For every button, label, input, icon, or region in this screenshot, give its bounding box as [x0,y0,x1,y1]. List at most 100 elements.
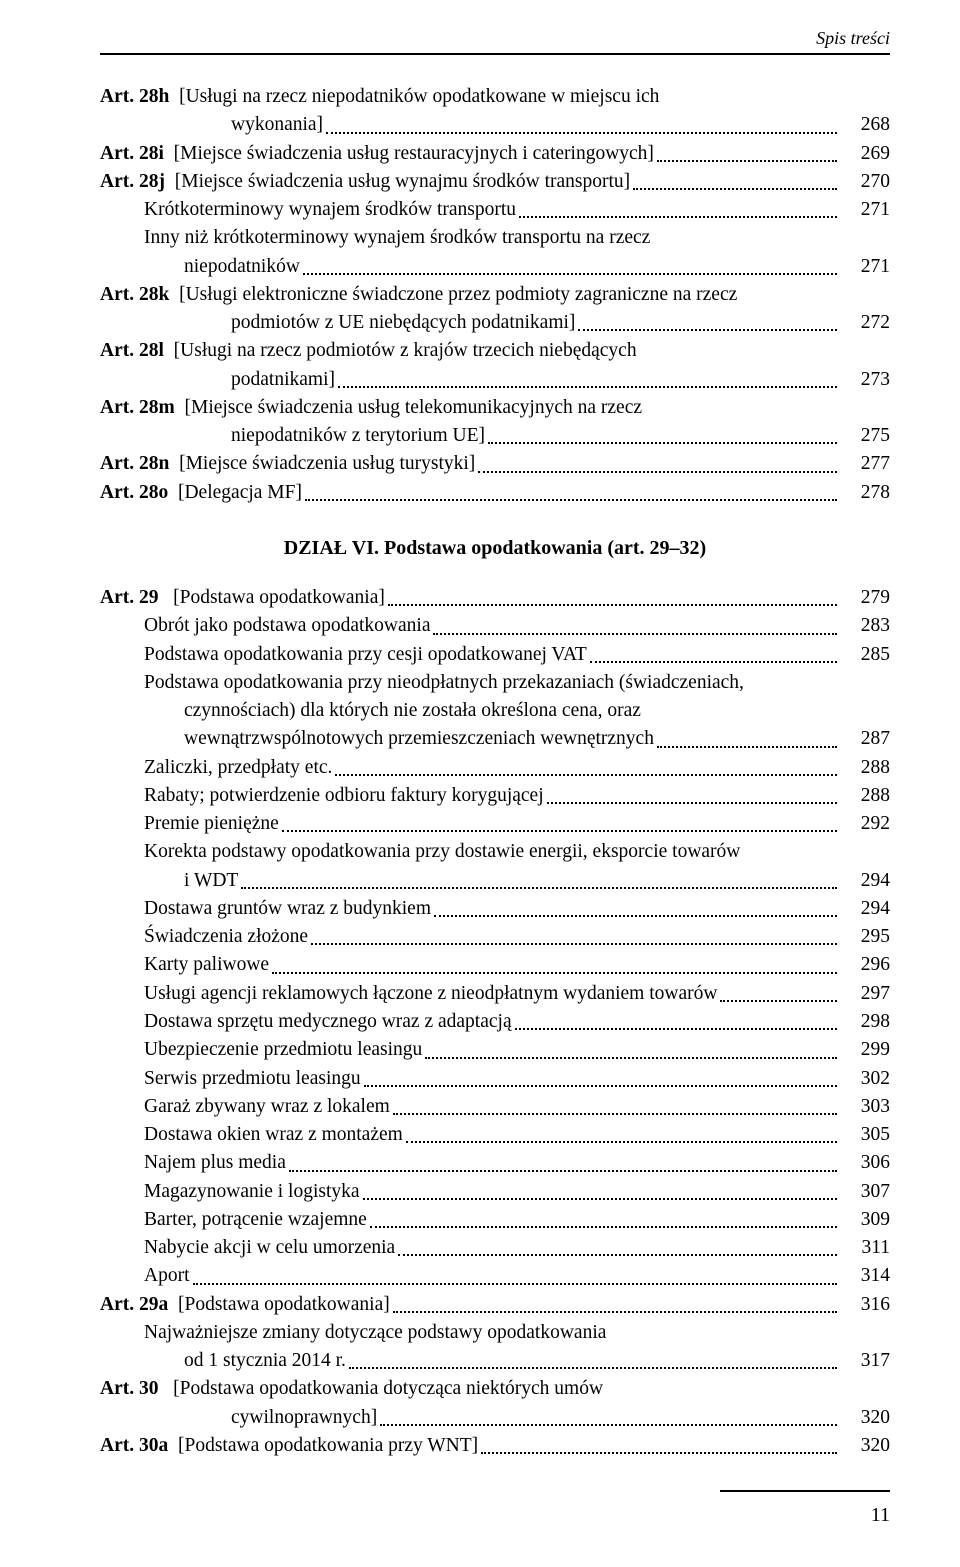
toc-subentry: Garaż zbywany wraz z lokalem 303 [100,1093,890,1121]
leader-dots [241,886,837,889]
article-label: Art. 28h [100,83,179,111]
entry-text: czynnościach) dla których nie została ok… [184,697,641,725]
page-ref: 317 [840,1347,890,1375]
entry-text: podatnikami] [231,366,335,394]
toc-subentry: Krótkoterminowy wynajem środków transpor… [100,196,890,224]
page-number: 11 [100,1504,890,1527]
entry-text: Magazynowanie i logistyka [144,1178,360,1206]
toc-subentry: Aport 314 [100,1262,890,1290]
leader-dots [481,1451,837,1454]
toc-subentry: Najważniejsze zmiany dotyczące podstawy … [100,1319,890,1347]
article-label: Art. 28l [100,337,174,365]
page-ref: 302 [840,1065,890,1093]
page-ref: 309 [840,1206,890,1234]
entry-text: [Usługi elektroniczne świadczone przez p… [179,281,737,309]
entry-text: [Usługi na rzecz podmiotów z krajów trze… [174,337,637,365]
page-ref: 314 [840,1262,890,1290]
running-header: Spis treści [100,28,890,49]
entry-text: wykonania] [231,111,323,139]
article-label: Art. 28m [100,394,184,422]
leader-dots [193,1282,838,1285]
leader-dots [633,187,837,190]
toc-subentry: Barter, potrącenie wzajemne 309 [100,1206,890,1234]
page-ref: 320 [840,1432,890,1460]
toc-subentry: Świadczenia złożone 295 [100,923,890,951]
page-ref: 295 [840,923,890,951]
entry-text: [Podstawa opodatkowania dotycząca niektó… [173,1375,603,1403]
entry-text: [Miejsce świadczenia usług telekomunikac… [184,394,642,422]
page-ref: 277 [840,450,890,478]
entry-text: niepodatników z terytorium UE] [231,422,485,450]
entry-text: [Podstawa opodatkowania] [173,584,385,612]
leader-dots [363,1197,837,1200]
article-label: Art. 28i [100,140,174,168]
entry-text: Dostawa sprzętu medycznego wraz z adapta… [144,1008,512,1036]
leader-dots [303,272,837,275]
toc-subentry: Dostawa okien wraz z montażem 305 [100,1121,890,1149]
entry-text: Zaliczki, przedpłaty etc. [144,754,332,782]
toc-entry-continuation: cywilnoprawnych] 320 [100,1404,890,1432]
toc-entry: Art. 28l [Usługi na rzecz podmiotów z kr… [100,337,890,365]
toc-block: Art. 28h [Usługi na rzecz niepodatników … [100,83,890,507]
leader-dots [488,441,837,444]
leader-dots [657,159,837,162]
entry-text: [Miejsce świadczenia usług restauracyjny… [174,140,654,168]
leader-dots [388,603,837,606]
toc-subentry-continuation: wewnątrzwspólnotowych przemieszczeniach … [100,725,890,753]
toc-entry-continuation: wykonania] 268 [100,111,890,139]
toc-entry: Art. 28i [Miejsce świadczenia usług rest… [100,140,890,168]
page-ref: 283 [840,612,890,640]
leader-dots [349,1366,837,1369]
page-ref: 271 [840,253,890,281]
article-label: Art. 30 [100,1375,173,1403]
entry-text: [Podstawa opodatkowania] [178,1291,390,1319]
toc-entry: Art. 28h [Usługi na rzecz niepodatników … [100,83,890,111]
page-ref: 303 [840,1093,890,1121]
page-ref: 316 [840,1291,890,1319]
leader-dots [406,1140,837,1143]
entry-text: Obrót jako podstawa opodatkowania [144,612,430,640]
leader-dots [364,1084,837,1087]
entry-text: Barter, potrącenie wzajemne [144,1206,367,1234]
leader-dots [720,999,837,1002]
page: Spis treści Art. 28h [Usługi na rzecz ni… [0,0,960,1567]
toc-subentry: Serwis przedmiotu leasingu 302 [100,1065,890,1093]
toc-subentry: Podstawa opodatkowania przy nieodpłatnyc… [100,669,890,697]
page-ref: 287 [840,725,890,753]
leader-dots [335,773,837,776]
leader-dots [326,131,837,134]
page-ref: 306 [840,1149,890,1177]
leader-dots [657,745,837,748]
page-ref: 271 [840,196,890,224]
header-rule [100,53,890,55]
entry-text: Świadczenia złożone [144,923,308,951]
page-ref: 298 [840,1008,890,1036]
page-ref: 311 [840,1234,890,1262]
article-label: Art. 28k [100,281,179,309]
toc-entry: Art. 28n [Miejsce świadczenia usług tury… [100,450,890,478]
toc-entry: Art. 28o [Delegacja MF] 278 [100,479,890,507]
footer-rule [720,1490,890,1492]
toc-entry: Art. 28j [Miejsce świadczenia usług wyna… [100,168,890,196]
leader-dots [398,1253,837,1256]
entry-text: Dostawa gruntów wraz z budynkiem [144,895,431,923]
article-label: Art. 29a [100,1291,178,1319]
entry-text: Dostawa okien wraz z montażem [144,1121,403,1149]
entry-text: Aport [144,1262,190,1290]
toc-subentry-continuation: niepodatników 271 [100,253,890,281]
toc-subentry: Inny niż krótkoterminowy wynajem środków… [100,224,890,252]
leader-dots [590,660,837,663]
leader-dots [393,1310,837,1313]
leader-dots [393,1112,837,1115]
leader-dots [478,470,837,473]
entry-text: Usługi agencji reklamowych łączone z nie… [144,980,717,1008]
article-label: Art. 28n [100,450,179,478]
toc-subentry: Podstawa opodatkowania przy cesji opodat… [100,641,890,669]
toc-subentry: Obrót jako podstawa opodatkowania 283 [100,612,890,640]
entry-text: [Usługi na rzecz niepodatników opodatkow… [179,83,659,111]
article-label: Art. 30a [100,1432,178,1460]
leader-dots [515,1027,837,1030]
toc-entry-continuation: niepodatników z terytorium UE] 275 [100,422,890,450]
toc-entry-continuation: podmiotów z UE niebędących podatnikami] … [100,309,890,337]
entry-text: Garaż zbywany wraz z lokalem [144,1093,390,1121]
